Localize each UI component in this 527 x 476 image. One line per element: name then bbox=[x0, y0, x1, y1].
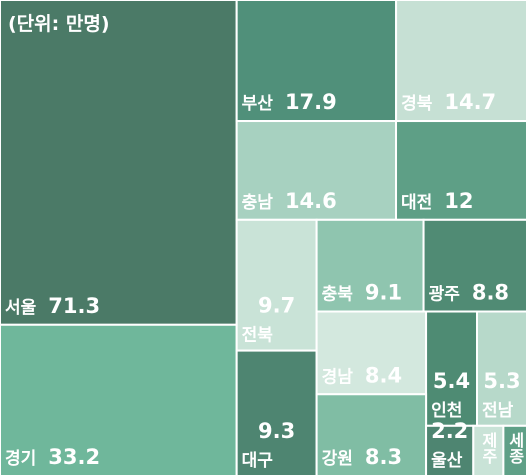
tile bbox=[235, 0, 398, 123]
tile-name: 충북 bbox=[322, 285, 354, 305]
tile bbox=[235, 120, 398, 221]
tile-name: 충남 bbox=[242, 193, 274, 213]
tile-label: 대전 12 bbox=[401, 189, 474, 213]
tile bbox=[315, 393, 428, 476]
tile-name: 대구 bbox=[242, 451, 274, 471]
tile-value: 9.1 bbox=[365, 281, 402, 305]
tile-value: 9.7 bbox=[258, 294, 295, 318]
tile-name: 경기 bbox=[5, 449, 36, 469]
tile bbox=[235, 349, 318, 476]
tile bbox=[472, 424, 505, 476]
tile-value: 17.9 bbox=[285, 90, 337, 114]
tile-value: 8.4 bbox=[365, 363, 402, 387]
tile-label: 경북 14.7 bbox=[401, 90, 496, 114]
tile-value: 2.2 bbox=[431, 419, 468, 443]
tile-value: 8.8 bbox=[472, 281, 509, 305]
tile bbox=[0, 323, 238, 476]
tile-name: 세종 bbox=[506, 432, 525, 465]
tile-name: 경북 bbox=[401, 94, 433, 114]
tile-name: 인천 bbox=[431, 401, 462, 421]
tile-value: 14.6 bbox=[285, 189, 337, 213]
tile-label: 광주 8.8 bbox=[429, 281, 509, 305]
tile bbox=[395, 120, 527, 221]
tile-value: 5.4 bbox=[433, 369, 470, 393]
tile bbox=[502, 424, 527, 476]
tile bbox=[0, 0, 238, 326]
tile-label: 서울 71.3 bbox=[5, 294, 100, 318]
tile-name: 경남 bbox=[322, 367, 354, 387]
tile-name: 광주 bbox=[429, 285, 461, 305]
tile bbox=[315, 310, 428, 396]
tile-name: 서울 bbox=[5, 298, 37, 318]
tile-name: 울산 bbox=[431, 451, 463, 471]
tile-label: 부산 17.9 bbox=[242, 90, 337, 114]
tile-name: 강원 bbox=[322, 449, 353, 469]
tile-name: 제주 bbox=[479, 432, 498, 465]
tile-value: 5.3 bbox=[483, 369, 520, 393]
tile-name: 전북 bbox=[242, 326, 274, 346]
tile bbox=[425, 424, 475, 476]
tile-value: 9.3 bbox=[258, 419, 295, 443]
tile bbox=[476, 310, 527, 427]
tile-label: 경남 8.4 bbox=[322, 363, 402, 387]
tile-label: 충북 9.1 bbox=[322, 281, 402, 305]
tile-value: 33.2 bbox=[48, 445, 100, 469]
tile-label: 충남 14.6 bbox=[242, 189, 337, 213]
chart-title: (단위: 만명) bbox=[8, 13, 110, 35]
tile-value: 14.7 bbox=[444, 90, 496, 114]
tile-value: 12 bbox=[444, 189, 473, 213]
tile-name: 전남 bbox=[482, 401, 514, 421]
tile-name: 대전 bbox=[401, 193, 432, 213]
tile-name: 부산 bbox=[242, 94, 274, 114]
tile bbox=[422, 218, 527, 313]
tile-value: 8.3 bbox=[365, 445, 402, 469]
tile-value: 71.3 bbox=[48, 294, 100, 318]
tile-label: 강원 8.3 bbox=[322, 445, 402, 469]
tile-label: 경기 33.2 bbox=[5, 445, 100, 469]
tile bbox=[395, 0, 527, 123]
